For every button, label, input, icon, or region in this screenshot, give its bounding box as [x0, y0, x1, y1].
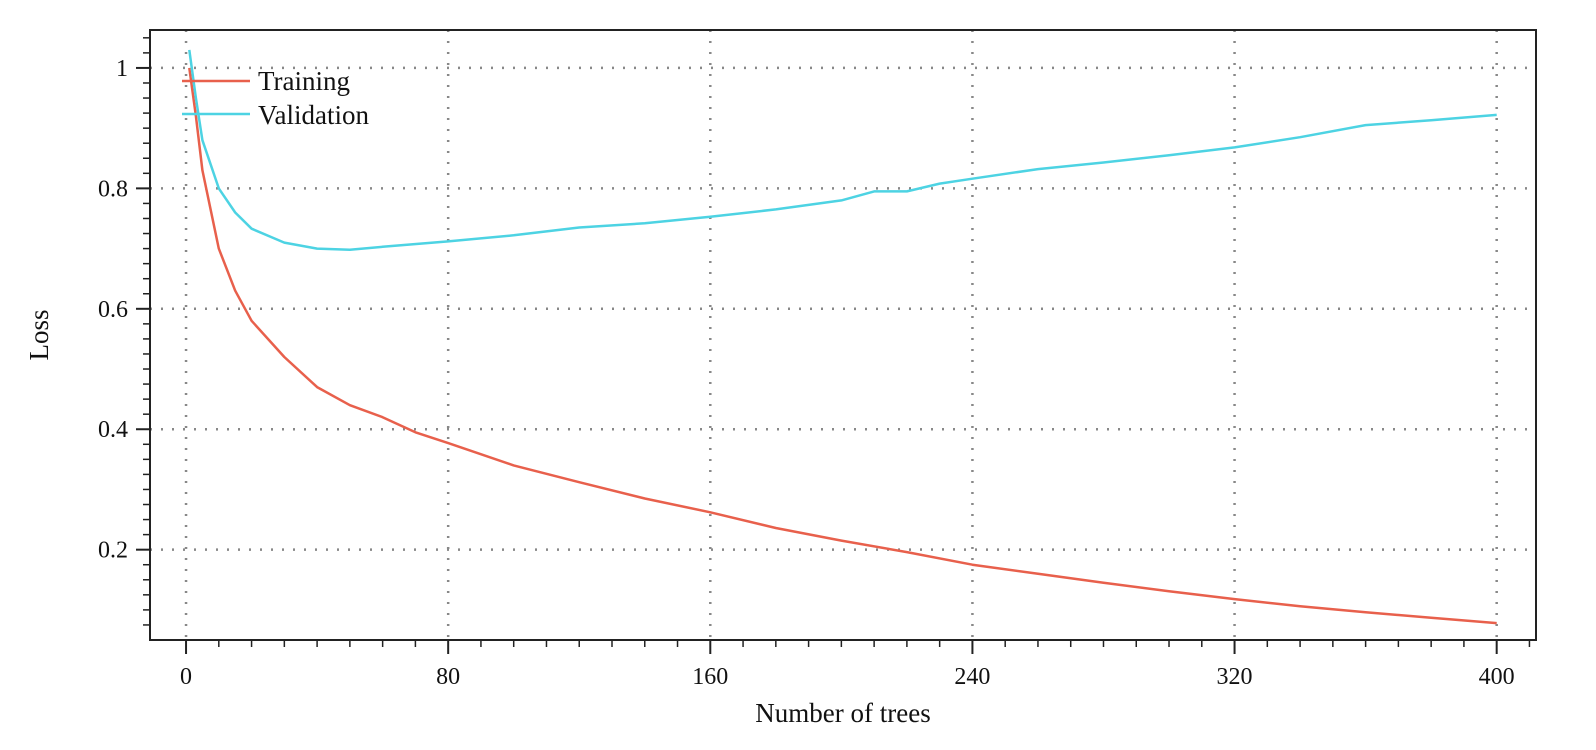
- legend-label-validation: Validation: [258, 100, 369, 130]
- legend-label-training: Training: [258, 66, 350, 96]
- series-lines: [188, 49, 1497, 625]
- y-tick-label: 0.2: [98, 538, 128, 564]
- grid: [150, 30, 1536, 640]
- y-tick-label: 0.4: [98, 417, 128, 443]
- x-tick-label: 80: [436, 664, 460, 690]
- x-tick-label: 400: [1479, 664, 1515, 690]
- legend: Training Validation: [182, 66, 369, 130]
- plot-frame: [149, 29, 1537, 641]
- y-tick-label: 0.6: [98, 297, 128, 323]
- y-tick-label: 1: [116, 56, 128, 82]
- y-axis-label: Loss: [24, 309, 54, 360]
- x-tick-label: 160: [692, 664, 728, 690]
- series-line-validation: [188, 49, 1497, 252]
- x-axis-label: Number of trees: [755, 698, 930, 728]
- y-tick-label: 0.8: [98, 176, 128, 202]
- series-line-training: [188, 67, 1497, 625]
- x-tick-label: 0: [180, 664, 192, 690]
- x-tick-label: 240: [954, 664, 990, 690]
- axis-ticks: 0 80 160 240 320 400 0.2 0.4 0.6 0.8 1: [98, 37, 1531, 690]
- x-tick-label: 320: [1217, 664, 1253, 690]
